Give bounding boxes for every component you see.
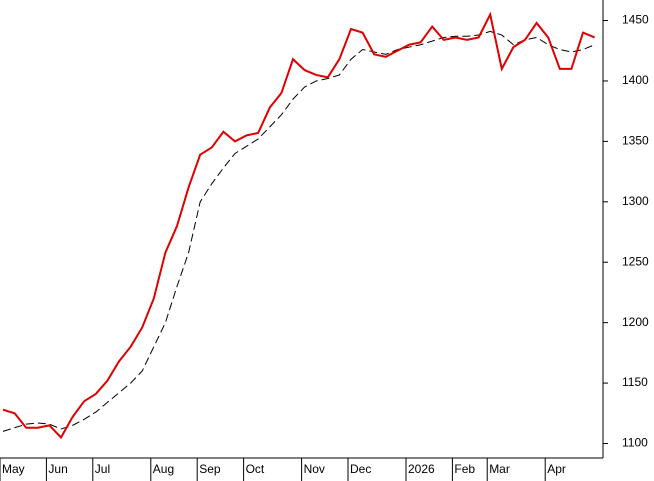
x-tick-label: May [2,462,25,476]
y-tick-label: 1200 [622,315,649,329]
x-tick-label: Apr [547,462,566,476]
x-tick-label: Aug [153,462,174,476]
y-tick-label: 1450 [622,13,649,27]
x-tick-label: Sep [199,462,221,476]
x-tick-label: Dec [350,462,371,476]
x-tick-label: Jun [48,462,67,476]
y-tick-label: 1350 [622,134,649,148]
x-tick-label: Oct [246,462,265,476]
x-tick-label: Jul [95,462,110,476]
line-series [2,11,595,440]
y-tick-label: 1400 [622,73,649,87]
y-tick-label: 1250 [622,254,649,268]
x-tick-label: Feb [454,462,475,476]
y-tick-label: 1100 [622,436,648,450]
x-tick-label: 2026 [408,462,435,476]
x-tick-label: Mar [489,462,510,476]
y-tick-label: 1150 [622,375,648,389]
y-tick-label: 1300 [622,194,649,208]
x-tick-label: Nov [304,462,325,476]
